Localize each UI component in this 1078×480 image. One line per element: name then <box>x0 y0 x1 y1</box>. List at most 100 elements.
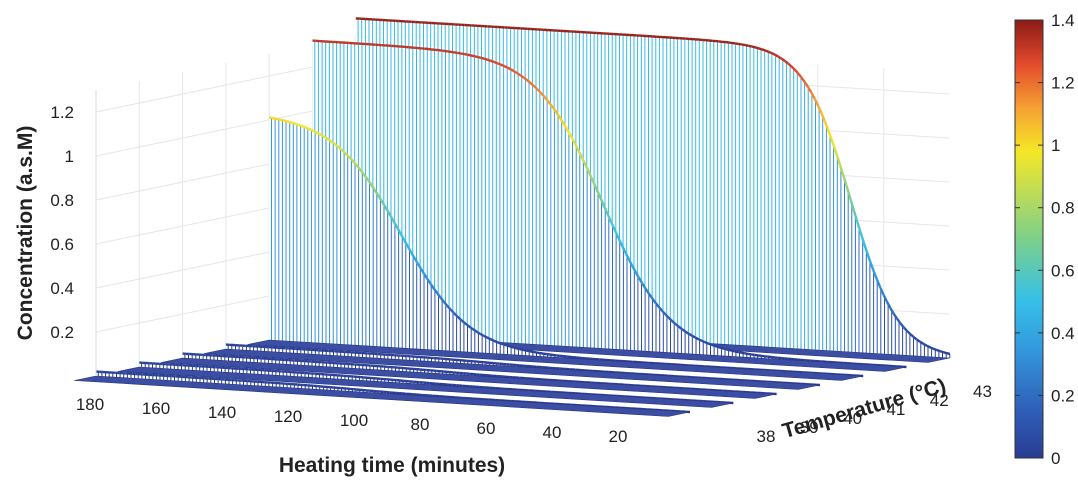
ridge-edge <box>466 324 472 329</box>
ridge-edge <box>347 155 353 161</box>
ridge-edge <box>764 49 769 53</box>
y-tick-label: 39 <box>800 418 819 437</box>
ridge-edge <box>724 347 729 351</box>
ridge-edge <box>487 58 492 62</box>
ridge-edge <box>578 152 585 161</box>
z-axis-title: Concentration (a.s.M) <box>14 126 37 341</box>
ridge-edge <box>701 339 706 344</box>
ridge-edge <box>308 127 313 132</box>
colorbar-tick-label: 0 <box>1051 449 1060 468</box>
ridge-edge <box>552 353 557 357</box>
colorbar-bar <box>1014 19 1044 459</box>
ridge-edge <box>453 312 459 318</box>
ridge-edge <box>396 228 403 236</box>
ridge-edge <box>522 76 528 82</box>
ridge-edge <box>936 348 941 353</box>
ridge-edge <box>447 50 452 54</box>
ridge-edge <box>318 132 323 137</box>
ridge-edge <box>503 64 508 69</box>
ridge-edge <box>483 57 488 61</box>
ridge-edge <box>456 315 462 321</box>
colorbar-tick-label: 0.4 <box>1051 324 1075 343</box>
ridge-edge <box>321 134 326 139</box>
ridge-edge <box>819 111 826 121</box>
ridge-edge <box>529 350 534 354</box>
ridge-edge <box>919 340 925 345</box>
ridge-edge <box>829 137 836 148</box>
ridge-edge <box>601 202 608 212</box>
ridge-edge <box>846 188 852 201</box>
ridge-edge <box>558 117 565 124</box>
ridge-edge <box>849 199 856 212</box>
ridge-edge <box>469 326 475 331</box>
ridge-edge <box>926 344 931 349</box>
ridge-edge <box>493 60 498 65</box>
ridge-edge <box>278 118 283 122</box>
colorbar-tick-label: 1.4 <box>1051 11 1075 30</box>
x-tick-label: 60 <box>477 419 496 438</box>
ridge-edge <box>354 162 360 169</box>
x-tick-label: 100 <box>340 411 368 430</box>
ridge-edge <box>741 43 746 47</box>
ridge-edge <box>268 116 273 120</box>
ridge-edge <box>869 262 876 273</box>
ridge-edge <box>446 305 452 311</box>
ridge-edge <box>946 351 951 356</box>
y-tick-label: 38 <box>757 427 776 446</box>
ridge-edge <box>621 246 628 255</box>
ridge-edge <box>516 347 521 351</box>
ridge-edge <box>483 334 488 339</box>
ridge-edge <box>624 253 631 261</box>
ridge-edge <box>519 348 524 352</box>
ridge-edge <box>419 268 426 275</box>
surface-face <box>269 117 864 376</box>
x-tick-label: 140 <box>208 403 236 422</box>
ridge-edge <box>892 312 899 320</box>
ridge-edge <box>473 328 478 333</box>
ridge-edge <box>654 302 660 308</box>
ridge-edge <box>390 216 396 224</box>
ridge-edge <box>734 350 739 354</box>
ridge-edge <box>489 338 495 342</box>
ridge-edge <box>529 81 535 87</box>
ridge-edge <box>939 349 944 354</box>
ridge-edge <box>744 352 749 356</box>
ridge-edge <box>367 179 373 186</box>
ridge-edge <box>638 277 644 285</box>
ridge-edge <box>628 259 634 268</box>
ridge-edge <box>899 322 905 328</box>
x-tick-label: 40 <box>543 423 562 442</box>
ridge-edge <box>916 338 921 343</box>
ridge-edge <box>449 308 455 314</box>
ridge-edge <box>496 62 502 66</box>
z-tick-label: 0.8 <box>50 191 74 210</box>
ridge-edge <box>443 301 449 307</box>
ridge-edge <box>856 221 862 234</box>
ridge-edge <box>721 346 726 351</box>
ridge-edge <box>536 87 542 94</box>
z-tick-label: 1.2 <box>50 103 74 122</box>
z-tick-label: 0.6 <box>50 235 74 254</box>
ridge-edge <box>477 55 482 59</box>
ridge-edge <box>523 348 527 352</box>
ridge-edge <box>545 98 552 105</box>
ridge-edge <box>400 234 406 242</box>
ridge-edge <box>731 349 736 353</box>
ridge-edge <box>611 225 618 234</box>
ridge-edge <box>476 330 482 336</box>
ridge-edge <box>882 294 889 303</box>
y-tick-label: 42 <box>930 391 949 410</box>
ridge-edge <box>552 107 558 114</box>
ridge-edge <box>370 184 376 191</box>
ridge-edge <box>357 166 363 173</box>
ridge-edge <box>674 323 680 328</box>
ridge-edge <box>331 140 336 146</box>
ridge-edge <box>862 242 869 254</box>
ridge-edge <box>403 240 409 247</box>
ridge-edge <box>728 41 733 45</box>
ridge-edge <box>912 335 918 341</box>
ridge-edge <box>823 119 829 130</box>
ridge-edge <box>340 149 346 154</box>
surface-ridge-42 <box>247 116 864 381</box>
